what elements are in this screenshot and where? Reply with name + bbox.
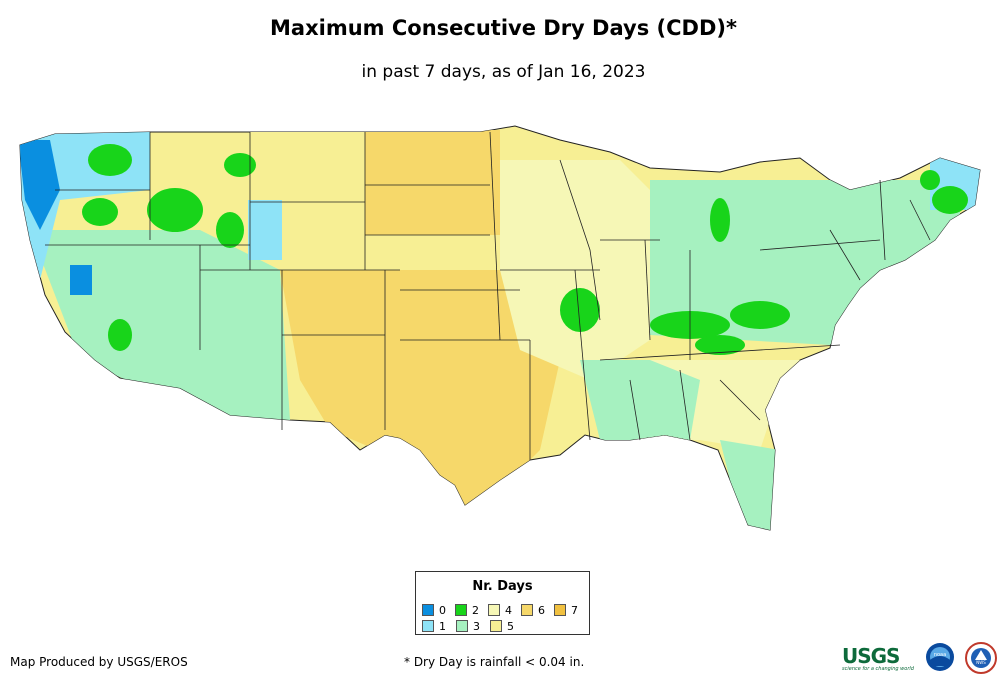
dry-zone-south-plains <box>280 270 560 520</box>
wet-zone-2-patches <box>82 144 968 355</box>
map-title: Maximum Consecutive Dry Days (CDD)* <box>270 16 737 40</box>
legend-item-2: 2 <box>455 602 488 618</box>
legend-grid: 0 2 4 6 7 1 <box>422 602 587 634</box>
legend-box: Nr. Days 0 2 4 6 7 <box>415 571 590 635</box>
legend-item-1: 1 <box>422 618 456 634</box>
wet-zone-west-3 <box>30 230 290 420</box>
legend-title: Nr. Days <box>472 579 533 594</box>
producer-credit: Map Produced by USGS/EROS <box>10 655 188 669</box>
svg-text:noaa: noaa <box>934 652 946 658</box>
legend-swatch <box>488 604 500 616</box>
legend-swatch <box>456 620 468 632</box>
legend-item-0: 0 <box>422 602 455 618</box>
us-dry-days-map <box>19 125 981 531</box>
legend-swatch <box>422 604 434 616</box>
legend-item-5: 5 <box>490 618 524 634</box>
usgs-logo[interactable]: USGS <box>842 644 900 668</box>
noaa-logo[interactable]: noaa <box>926 643 954 671</box>
wet-zone-gulf-3 <box>580 360 700 440</box>
map-subtitle: in past 7 days, as of Jan 16, 2023 <box>361 62 646 82</box>
dry-zone-north-plains <box>365 130 500 235</box>
legend-swatch <box>490 620 502 632</box>
svg-text:NWS: NWS <box>976 660 986 665</box>
wet-zone-oregon-0 <box>70 265 92 295</box>
dry-day-footnote: * Dry Day is rainfall < 0.04 in. <box>404 655 585 669</box>
wet-zone-colorado-1 <box>248 200 282 260</box>
wet-zone-washington-0 <box>20 140 60 230</box>
legend-swatch <box>521 604 533 616</box>
legend-item-7: 7 <box>554 602 587 618</box>
partner-logos: noaa NWS <box>926 642 997 674</box>
usgs-tagline: science for a changing world <box>842 666 914 672</box>
wet-zone-florida-3 <box>720 440 780 530</box>
legend-item-6: 6 <box>521 602 554 618</box>
legend-swatch <box>422 620 434 632</box>
state-boundaries <box>45 131 931 460</box>
legend-swatch <box>554 604 566 616</box>
legend-swatch <box>455 604 467 616</box>
legend-item-4: 4 <box>488 602 521 618</box>
legend-item-3: 3 <box>456 618 490 634</box>
nws-logo[interactable]: NWS <box>965 642 997 674</box>
